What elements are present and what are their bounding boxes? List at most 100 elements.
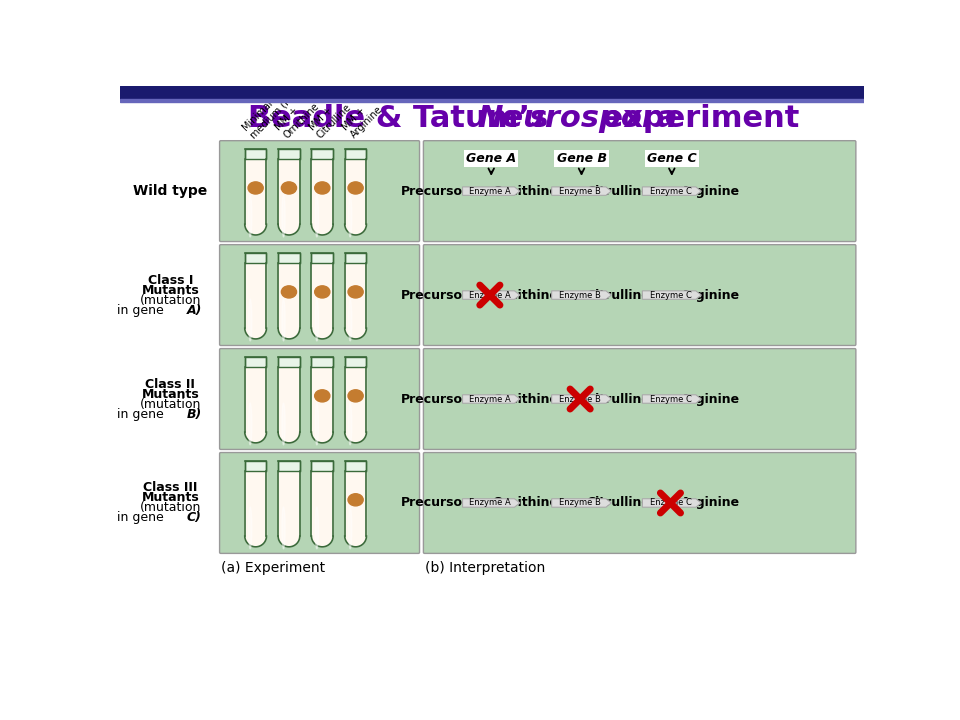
Text: Precursor: Precursor <box>400 497 468 510</box>
Ellipse shape <box>348 299 351 341</box>
Bar <box>278 461 300 471</box>
Polygon shape <box>642 499 701 507</box>
Polygon shape <box>463 291 520 300</box>
FancyBboxPatch shape <box>423 348 856 449</box>
Bar <box>245 356 267 367</box>
Text: experiment: experiment <box>592 104 800 133</box>
Ellipse shape <box>249 507 252 549</box>
Polygon shape <box>642 291 701 300</box>
Text: Enzyme C: Enzyme C <box>650 498 691 508</box>
Bar <box>278 356 300 367</box>
Text: Neurospora: Neurospora <box>477 104 678 133</box>
Bar <box>278 149 300 159</box>
Polygon shape <box>278 471 300 547</box>
Polygon shape <box>552 395 612 403</box>
Text: Gene B: Gene B <box>557 152 607 166</box>
Polygon shape <box>463 395 520 403</box>
Polygon shape <box>642 187 701 195</box>
Bar <box>245 253 267 263</box>
Text: Citrulline: Citrulline <box>587 289 650 302</box>
Ellipse shape <box>348 403 351 445</box>
Polygon shape <box>345 367 367 443</box>
FancyBboxPatch shape <box>423 453 856 554</box>
Text: (a) Experiment: (a) Experiment <box>221 562 324 575</box>
Text: Arginine: Arginine <box>681 184 740 197</box>
Text: Enzyme A: Enzyme A <box>469 291 511 300</box>
Ellipse shape <box>315 390 330 402</box>
Polygon shape <box>345 159 367 235</box>
Text: (b) Interpretation: (b) Interpretation <box>424 562 545 575</box>
Polygon shape <box>345 471 367 547</box>
Bar <box>311 356 333 367</box>
FancyBboxPatch shape <box>220 348 420 449</box>
Text: Enzyme A: Enzyme A <box>469 395 511 403</box>
Polygon shape <box>463 187 520 195</box>
Ellipse shape <box>315 299 319 341</box>
Polygon shape <box>311 367 333 443</box>
Text: Class II: Class II <box>145 377 195 390</box>
Ellipse shape <box>282 299 285 341</box>
Bar <box>345 356 367 367</box>
Polygon shape <box>345 263 367 339</box>
Ellipse shape <box>281 286 297 298</box>
Text: Minimal
medium (MM): Minimal medium (MM) <box>240 77 303 140</box>
Polygon shape <box>552 291 612 300</box>
Text: Class III: Class III <box>143 482 198 495</box>
Text: Beadle & Tatum’s: Beadle & Tatum’s <box>248 104 559 133</box>
Ellipse shape <box>315 507 319 549</box>
Bar <box>245 461 267 471</box>
Text: Ornithine: Ornithine <box>492 392 559 405</box>
Polygon shape <box>311 471 333 547</box>
Bar <box>311 461 333 471</box>
FancyBboxPatch shape <box>220 245 420 346</box>
Text: MM +
Arginine: MM + Arginine <box>341 96 384 140</box>
Polygon shape <box>245 263 267 339</box>
Polygon shape <box>642 395 701 403</box>
Polygon shape <box>311 159 333 235</box>
Polygon shape <box>311 263 333 339</box>
Text: Enzyme B: Enzyme B <box>560 186 601 196</box>
Text: Enzyme C: Enzyme C <box>650 291 691 300</box>
Text: Enzyme A: Enzyme A <box>469 186 511 196</box>
Polygon shape <box>245 367 267 443</box>
Ellipse shape <box>249 403 252 445</box>
Text: A): A) <box>186 304 202 317</box>
Text: Enzyme C: Enzyme C <box>650 395 691 403</box>
Text: Citrulline: Citrulline <box>587 497 650 510</box>
Text: Arginine: Arginine <box>681 289 740 302</box>
Text: Citrulline: Citrulline <box>587 184 650 197</box>
FancyBboxPatch shape <box>423 140 856 241</box>
Ellipse shape <box>249 195 252 237</box>
Text: in gene: in gene <box>117 304 168 317</box>
Ellipse shape <box>348 195 351 237</box>
Text: Enzyme B: Enzyme B <box>560 395 601 403</box>
Text: in gene: in gene <box>117 408 168 420</box>
Polygon shape <box>463 499 520 507</box>
Ellipse shape <box>315 182 330 194</box>
Polygon shape <box>278 159 300 235</box>
Text: Enzyme B: Enzyme B <box>560 291 601 300</box>
Bar <box>311 253 333 263</box>
Ellipse shape <box>249 299 252 341</box>
Text: Ornithine: Ornithine <box>492 184 559 197</box>
Text: C): C) <box>186 511 202 524</box>
Text: (mutation: (mutation <box>140 397 201 410</box>
Bar <box>345 149 367 159</box>
Text: Ornithine: Ornithine <box>492 497 559 510</box>
Ellipse shape <box>315 286 330 298</box>
Ellipse shape <box>348 286 363 298</box>
Bar <box>120 99 864 102</box>
Bar <box>345 253 367 263</box>
FancyBboxPatch shape <box>220 140 420 241</box>
Text: (mutation: (mutation <box>140 294 201 307</box>
Text: Gene A: Gene A <box>467 152 516 166</box>
FancyBboxPatch shape <box>220 453 420 554</box>
Polygon shape <box>552 499 612 507</box>
Bar <box>345 461 367 471</box>
Bar <box>120 86 864 99</box>
Text: Precursor: Precursor <box>400 392 468 405</box>
Bar <box>245 149 267 159</box>
Ellipse shape <box>281 182 297 194</box>
Text: Citrulline: Citrulline <box>587 392 650 405</box>
Ellipse shape <box>248 182 263 194</box>
